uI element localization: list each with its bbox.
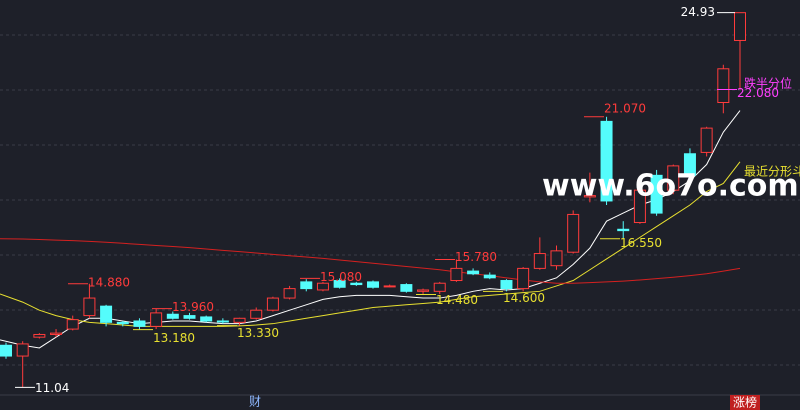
candle-body	[600, 120, 613, 202]
annotation-label: 13.330	[237, 326, 279, 340]
candle-body	[633, 189, 646, 224]
candle-body	[316, 282, 329, 291]
candle-body	[517, 267, 530, 290]
candle-body	[166, 313, 179, 319]
candle-body	[567, 213, 580, 253]
candle-body	[667, 165, 680, 191]
candle-body	[734, 12, 746, 41]
annotation-label: 22.080	[737, 86, 779, 100]
candle-body	[717, 68, 730, 104]
candle-body	[250, 309, 263, 319]
candle-body	[650, 174, 663, 214]
candle-body	[350, 282, 363, 286]
candle-body	[550, 250, 563, 267]
bottom-marker: 财	[249, 395, 261, 409]
candle-body	[133, 320, 146, 327]
candle-body	[100, 305, 113, 323]
candle-body	[617, 228, 630, 232]
annotation-label: 13.960	[172, 300, 214, 314]
candle-body	[216, 320, 229, 323]
annotations: 24.93 22.080 21.070 16.550 15.780 15.080 14.88…	[15, 5, 779, 395]
annotation-label: 14.480	[436, 293, 478, 307]
candle-body	[200, 316, 213, 322]
ma-line	[0, 238, 741, 284]
candle-body	[16, 343, 29, 357]
candle-body	[433, 282, 446, 292]
candle-body	[533, 253, 546, 269]
candle-body	[583, 195, 596, 198]
annotation-label: 15.080	[320, 270, 362, 284]
candle-body	[233, 317, 246, 323]
badge-box	[730, 395, 760, 410]
candle-body	[116, 321, 129, 325]
candle-body	[500, 280, 513, 290]
grid	[0, 34, 800, 396]
candle-body	[450, 267, 463, 282]
candle-body	[683, 153, 696, 176]
candle-body	[266, 297, 279, 311]
ma-line	[0, 161, 741, 327]
candle-body	[333, 280, 346, 288]
candle-body	[50, 332, 63, 335]
candle-body	[417, 289, 430, 292]
candle-body	[383, 285, 396, 288]
annotation-label: 24.93	[681, 5, 715, 19]
annotation-label: 13.180	[153, 331, 195, 345]
annotation-label: 14.880	[88, 275, 130, 289]
fractal-label: 最近分形斗	[744, 165, 800, 179]
candle-body	[483, 274, 496, 279]
badge: 涨榜	[733, 395, 757, 410]
candle-body	[700, 127, 713, 153]
annotation-label: 14.600	[503, 291, 545, 305]
candle-body	[300, 281, 313, 290]
annotation-label: 11.04	[35, 381, 69, 395]
candle-body	[183, 315, 196, 319]
candle-body	[467, 270, 480, 275]
candle-body	[367, 281, 379, 288]
candle-body	[0, 344, 12, 357]
candle-body	[283, 288, 296, 299]
candles	[0, 12, 746, 388]
candle-body	[150, 312, 163, 327]
watermark: www.6o7o.com	[542, 169, 799, 204]
candle-body	[400, 284, 413, 292]
candle-body	[83, 297, 96, 317]
candle-body	[33, 333, 46, 338]
annotation-label: 21.070	[604, 101, 646, 115]
candle-body	[66, 319, 79, 330]
annotation-label: 15.780	[455, 250, 497, 264]
resistance-label: 跌半分位	[744, 76, 792, 91]
annotation-label: 16.550	[620, 236, 662, 250]
